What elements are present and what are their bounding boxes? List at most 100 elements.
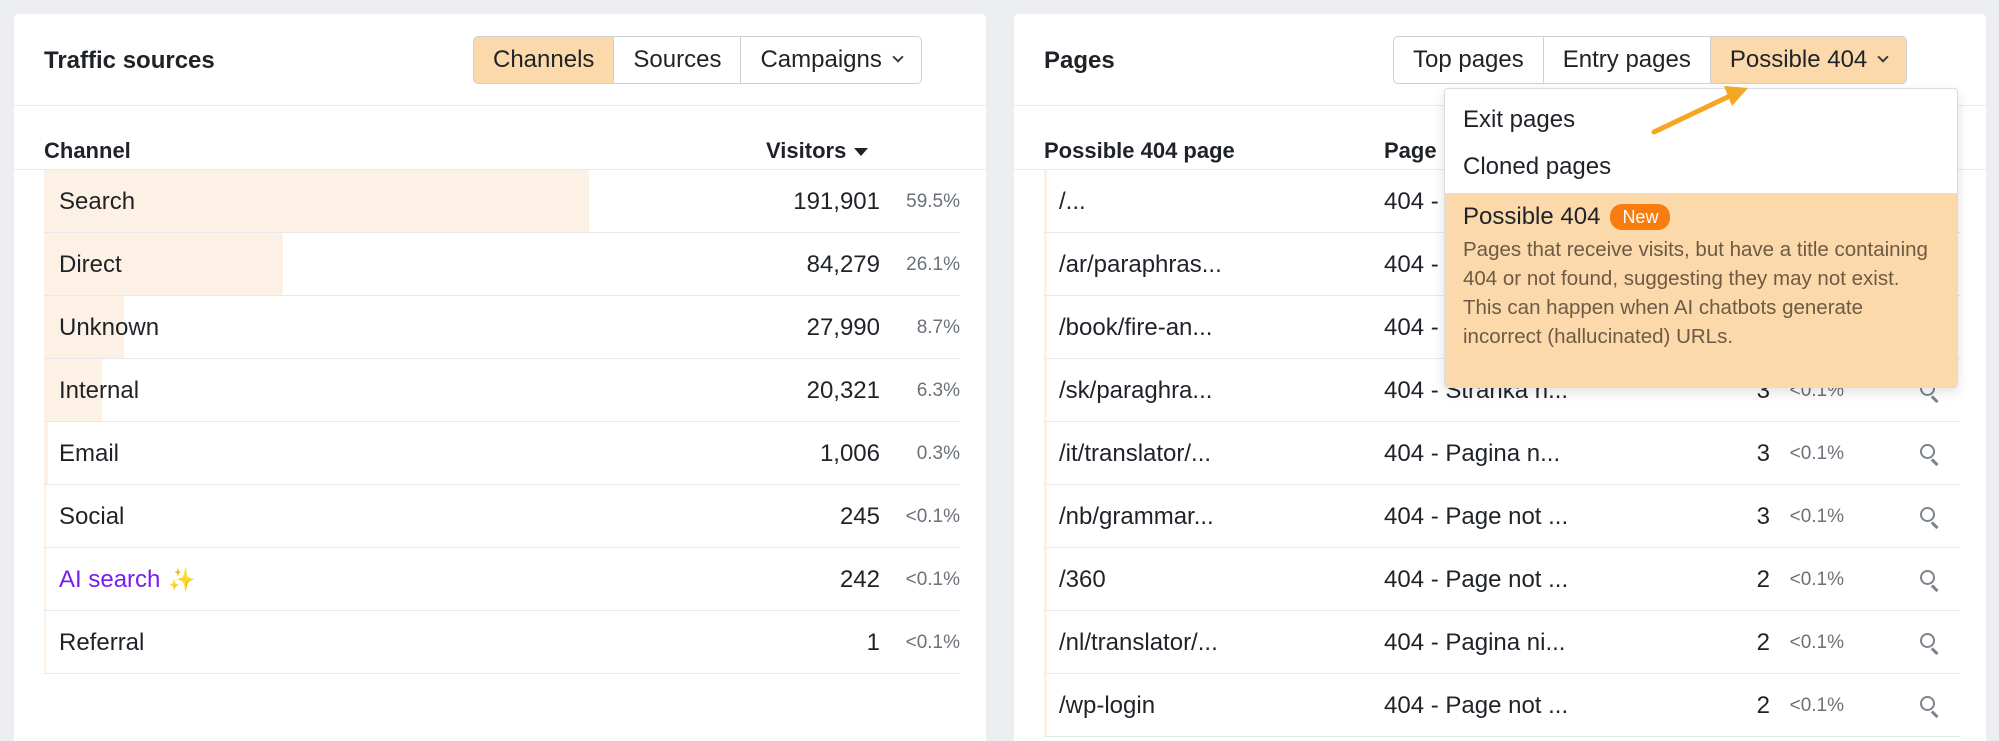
traffic-sources-header: Traffic sources Channels Sources Campaig… xyxy=(14,14,986,106)
visitor-count: 242 xyxy=(839,566,880,593)
share-bar xyxy=(44,548,46,610)
page-row[interactable]: /360 404 - Page not ... 2 <0.1% xyxy=(1044,548,1960,611)
new-badge: New xyxy=(1610,204,1671,230)
share-bar xyxy=(44,611,46,673)
menu-item-possible-404-title: Possible 404 New xyxy=(1463,203,1671,231)
page-row[interactable]: /nl/translator/... 404 - Pagina ni... 2 <0.… xyxy=(1044,611,1960,674)
channel-name: Unknown xyxy=(59,296,159,359)
search-icon[interactable] xyxy=(1920,633,1940,655)
share-bar xyxy=(1044,674,1047,736)
share-bar xyxy=(44,233,284,295)
channel-name-label: Internal xyxy=(59,377,140,404)
tab-campaigns[interactable]: Campaigns xyxy=(740,37,920,83)
visitor-percent: <0.1% xyxy=(1789,506,1844,527)
search-icon[interactable] xyxy=(1920,570,1940,592)
page-path: /ar/paraphras... xyxy=(1059,251,1222,278)
share-bar xyxy=(1044,170,1047,232)
share-bar xyxy=(1044,485,1047,547)
channel-row[interactable]: Social 245 <0.1% xyxy=(44,485,960,548)
menu-item-possible-404-label: Possible 404 xyxy=(1463,203,1601,230)
visitor-count: 2 xyxy=(1756,566,1770,593)
visitor-percent: 0.3% xyxy=(916,443,960,464)
page-title-column-header[interactable]: Page xyxy=(1384,138,1437,163)
page-path: /sk/paraghra... xyxy=(1059,377,1213,404)
visitor-percent: 26.1% xyxy=(906,254,960,275)
page-title: 404 - xyxy=(1384,188,1439,215)
search-icon[interactable] xyxy=(1920,444,1940,466)
tab-channels[interactable]: Channels xyxy=(474,37,614,83)
visitors-column-label: Visitors xyxy=(766,138,847,163)
channel-row[interactable]: Internal 20,321 6.3% xyxy=(44,359,960,422)
visitor-percent: 59.5% xyxy=(906,191,960,212)
page-row[interactable]: /wp-login 404 - Page not ... 2 <0.1% xyxy=(1044,674,1960,737)
channel-name-label: AI search xyxy=(59,566,161,593)
channel-name-label: Unknown xyxy=(59,314,160,341)
visitor-percent: <0.1% xyxy=(905,632,960,653)
menu-item-possible-404[interactable]: Possible 404 New Pages that receive visi… xyxy=(1445,193,1957,387)
channel-name-label: Direct xyxy=(59,251,122,278)
channel-row[interactable]: Unknown 27,990 8.7% xyxy=(44,296,960,359)
visitor-percent: 8.7% xyxy=(916,317,960,338)
channel-row[interactable]: Direct 84,279 26.1% xyxy=(44,233,960,296)
page-row[interactable]: /ar/paraphras... 404 - xyxy=(1044,233,1960,296)
sort-desc-icon xyxy=(854,148,869,157)
visitor-percent: 6.3% xyxy=(916,380,960,401)
channel-name-label: Referral xyxy=(59,629,145,656)
channel-row[interactable]: AI search ✨ 242 <0.1% xyxy=(44,548,960,611)
visitor-percent: <0.1% xyxy=(1789,695,1844,716)
pages-dropdown-menu: Exit pages Cloned pages Possible 404 New… xyxy=(1444,88,1958,388)
share-bar xyxy=(1044,422,1047,484)
channel-name: Referral xyxy=(59,611,144,674)
channel-row[interactable]: Referral 1 <0.1% xyxy=(44,611,960,674)
chevron-down-icon xyxy=(1877,51,1889,63)
page-title: 404 - Page not ... xyxy=(1384,692,1569,719)
channel-name: Social xyxy=(59,485,124,548)
page-column-header[interactable]: Possible 404 page xyxy=(1044,138,1235,163)
channel-name: AI search ✨ xyxy=(59,548,196,611)
tab-possible-404-label: Possible 404 xyxy=(1729,46,1868,73)
page-path: /nb/grammar... xyxy=(1059,503,1214,530)
tab-entry-pages[interactable]: Entry pages xyxy=(1542,37,1710,83)
chevron-down-icon xyxy=(892,51,904,63)
menu-item-description: Pages that receive visits, but have a ti… xyxy=(1463,238,1928,348)
visitor-count: 3 xyxy=(1756,503,1770,530)
share-bar xyxy=(1044,233,1047,295)
menu-item-exit-pages[interactable]: Exit pages xyxy=(1463,106,1576,133)
tab-sources[interactable]: Sources xyxy=(613,37,740,83)
visitor-count: 1,006 xyxy=(819,440,880,467)
channel-list: Search 191,901 59.5% Direct 84,279 26.1% Unkno… xyxy=(44,170,960,674)
pages-list: /... 404 - /ar/paraphras... 404 - /book/fire… xyxy=(1044,170,1960,737)
channel-name: Internal xyxy=(59,359,139,422)
visitor-percent: <0.1% xyxy=(1789,632,1844,653)
search-icon[interactable] xyxy=(1920,507,1940,529)
channel-column-header[interactable]: Channel xyxy=(44,138,131,163)
page-title: 404 - Pagina n... xyxy=(1384,440,1561,467)
channel-name: Email xyxy=(59,422,119,485)
visitor-count: 1 xyxy=(866,629,880,656)
share-bar xyxy=(44,485,46,547)
tab-possible-404[interactable]: Possible 404 xyxy=(1709,37,1907,83)
pages-header: Pages Top pages Entry pages Possible 404 xyxy=(1014,14,1986,106)
search-icon[interactable] xyxy=(1920,696,1940,718)
channel-row[interactable]: Email 1,006 0.3% xyxy=(44,422,960,485)
page-title: 404 - Page not ... xyxy=(1384,503,1569,530)
page-path: /it/translator/... xyxy=(1059,440,1212,467)
visitor-count: 2 xyxy=(1756,629,1770,656)
menu-item-cloned-pages[interactable]: Cloned pages xyxy=(1463,153,1612,180)
page-row[interactable]: /nb/grammar... 404 - Page not ... 3 <0.1% xyxy=(1044,485,1960,548)
page-path: /nl/translator/... xyxy=(1059,629,1218,656)
page-path: /360 xyxy=(1059,566,1106,593)
visitor-percent: <0.1% xyxy=(905,569,960,590)
tab-top-pages[interactable]: Top pages xyxy=(1413,46,1524,73)
visitors-column-header[interactable]: Visitors xyxy=(766,138,869,164)
channel-row[interactable]: Search 191,901 59.5% xyxy=(44,170,960,233)
page-row[interactable]: /it/translator/... 404 - Pagina n... 3 <0.1… xyxy=(1044,422,1960,485)
page-title: 404 - xyxy=(1384,314,1439,341)
page-path: /... xyxy=(1059,188,1086,215)
channel-name: Search xyxy=(59,170,135,233)
tab-campaigns-label: Campaigns xyxy=(760,46,882,73)
pages-title: Pages xyxy=(1044,47,1115,74)
pages-tabs: Top pages Entry pages Possible 404 xyxy=(1393,36,1908,84)
visitor-percent: <0.1% xyxy=(1789,443,1844,464)
page-path: /book/fire-an... xyxy=(1059,314,1213,341)
